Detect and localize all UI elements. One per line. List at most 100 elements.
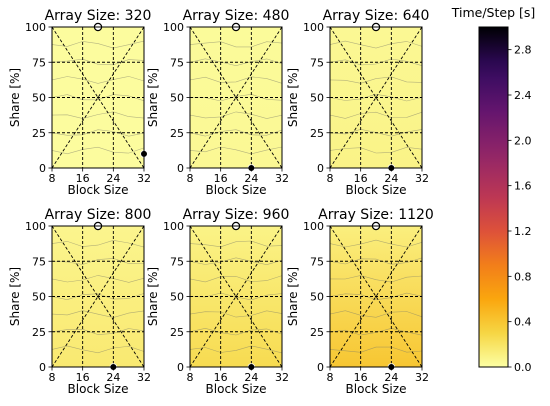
contour-line	[329, 58, 423, 66]
x-tick-label: 8	[49, 371, 56, 384]
y-tick-label: 0	[317, 361, 324, 374]
x-tick-label: 24	[106, 172, 120, 185]
diagonal-line	[189, 26, 283, 169]
x-tick-label: 32	[137, 172, 151, 185]
contour-line	[189, 240, 283, 248]
y-tick-label: 25	[32, 127, 46, 140]
subplot-title: Array Size: 800	[45, 207, 152, 223]
contour-line	[329, 239, 423, 248]
y-axis-label: Share [%]	[146, 68, 160, 127]
subplot-title: Array Size: 480	[183, 8, 290, 24]
y-tick-label: 0	[39, 361, 46, 374]
x-tick-label: 24	[106, 371, 120, 384]
contour-line	[329, 275, 423, 283]
subplot-title: Array Size: 640	[323, 8, 430, 24]
contour-line	[189, 345, 283, 354]
x-axis-label: Block Size	[346, 382, 407, 396]
x-tick-label: 16	[214, 371, 228, 384]
contour-line	[329, 40, 423, 49]
y-tick-label: 50	[170, 291, 184, 304]
diagonal-line	[51, 225, 145, 368]
contour-line	[329, 346, 423, 353]
contour-line	[189, 129, 283, 137]
contour-line	[189, 111, 283, 119]
contour-line	[189, 275, 283, 283]
colorbar-scale	[478, 26, 509, 368]
x-axis-label: Block Size	[206, 183, 267, 197]
x-tick-label: 16	[76, 371, 90, 384]
y-axis-label: Share [%]	[8, 267, 22, 326]
y-tick-label: 75	[32, 56, 46, 69]
contour-line	[51, 129, 145, 137]
y-tick-label: 50	[170, 92, 184, 105]
contour-line	[329, 111, 423, 119]
subplot-title: Array Size: 1120	[318, 207, 434, 223]
diagonal-line	[329, 26, 423, 169]
contour-line	[189, 58, 283, 67]
colorbar-title: Time/Step [s]	[451, 5, 536, 20]
y-tick-label: 50	[310, 291, 324, 304]
colorbar-tick-label: 2.4	[514, 89, 532, 102]
colorbar-tick-label: 1.2	[514, 225, 532, 238]
y-tick-label: 25	[310, 127, 324, 140]
contour-line	[329, 310, 423, 318]
contour-line	[51, 275, 145, 283]
y-tick-label: 100	[163, 21, 184, 34]
y-tick-label: 100	[303, 220, 324, 233]
x-tick-label: 32	[415, 371, 429, 384]
contour-line	[189, 310, 283, 318]
y-tick-label: 100	[25, 220, 46, 233]
contour-line	[329, 292, 423, 301]
x-tick-label: 32	[137, 371, 151, 384]
subplot-title: Array Size: 960	[183, 207, 290, 223]
contour-line	[189, 41, 283, 48]
contour-line	[51, 40, 145, 49]
diagonal-line	[329, 225, 423, 368]
y-axis-label: Share [%]	[8, 68, 22, 127]
contour-line	[189, 76, 283, 84]
y-tick-label: 75	[310, 255, 324, 268]
y-tick-label: 0	[177, 361, 184, 374]
y-tick-label: 100	[163, 220, 184, 233]
contour-line	[51, 146, 145, 155]
colorbar-tick-label: 0.8	[514, 270, 532, 283]
y-tick-label: 25	[170, 127, 184, 140]
y-tick-label: 50	[310, 92, 324, 105]
subplot-title: Array Size: 320	[45, 8, 152, 24]
contour-line	[51, 111, 145, 119]
y-tick-label: 0	[39, 162, 46, 175]
y-tick-label: 50	[32, 92, 46, 105]
y-tick-label: 0	[317, 162, 324, 175]
x-axis-label: Block Size	[68, 382, 129, 396]
x-tick-label: 32	[275, 371, 289, 384]
contour-line	[51, 239, 145, 248]
diagonal-line	[189, 225, 283, 368]
diagonal-line	[329, 225, 423, 368]
contour-line	[51, 345, 145, 354]
x-tick-label: 24	[244, 371, 258, 384]
y-tick-label: 0	[177, 162, 184, 175]
y-tick-label: 100	[25, 21, 46, 34]
colorbar: 0.0 0.4 0.8 1.2 1.6 2.0 2.4 2.8 Time/Step [s]	[451, 5, 536, 374]
x-tick-label: 32	[415, 172, 429, 185]
contour-line	[329, 146, 423, 154]
contour-line	[51, 58, 145, 66]
contour-line	[329, 257, 423, 265]
y-tick-label: 25	[32, 326, 46, 339]
contour-line	[51, 94, 145, 102]
contour-line	[189, 146, 283, 155]
y-tick-label: 100	[303, 21, 324, 34]
x-tick-label: 8	[327, 172, 334, 185]
x-tick-label: 16	[354, 371, 368, 384]
colorbar-tick-label: 1.6	[514, 180, 532, 193]
x-tick-label: 24	[384, 371, 398, 384]
x-tick-label: 8	[327, 371, 334, 384]
y-tick-label: 75	[170, 56, 184, 69]
